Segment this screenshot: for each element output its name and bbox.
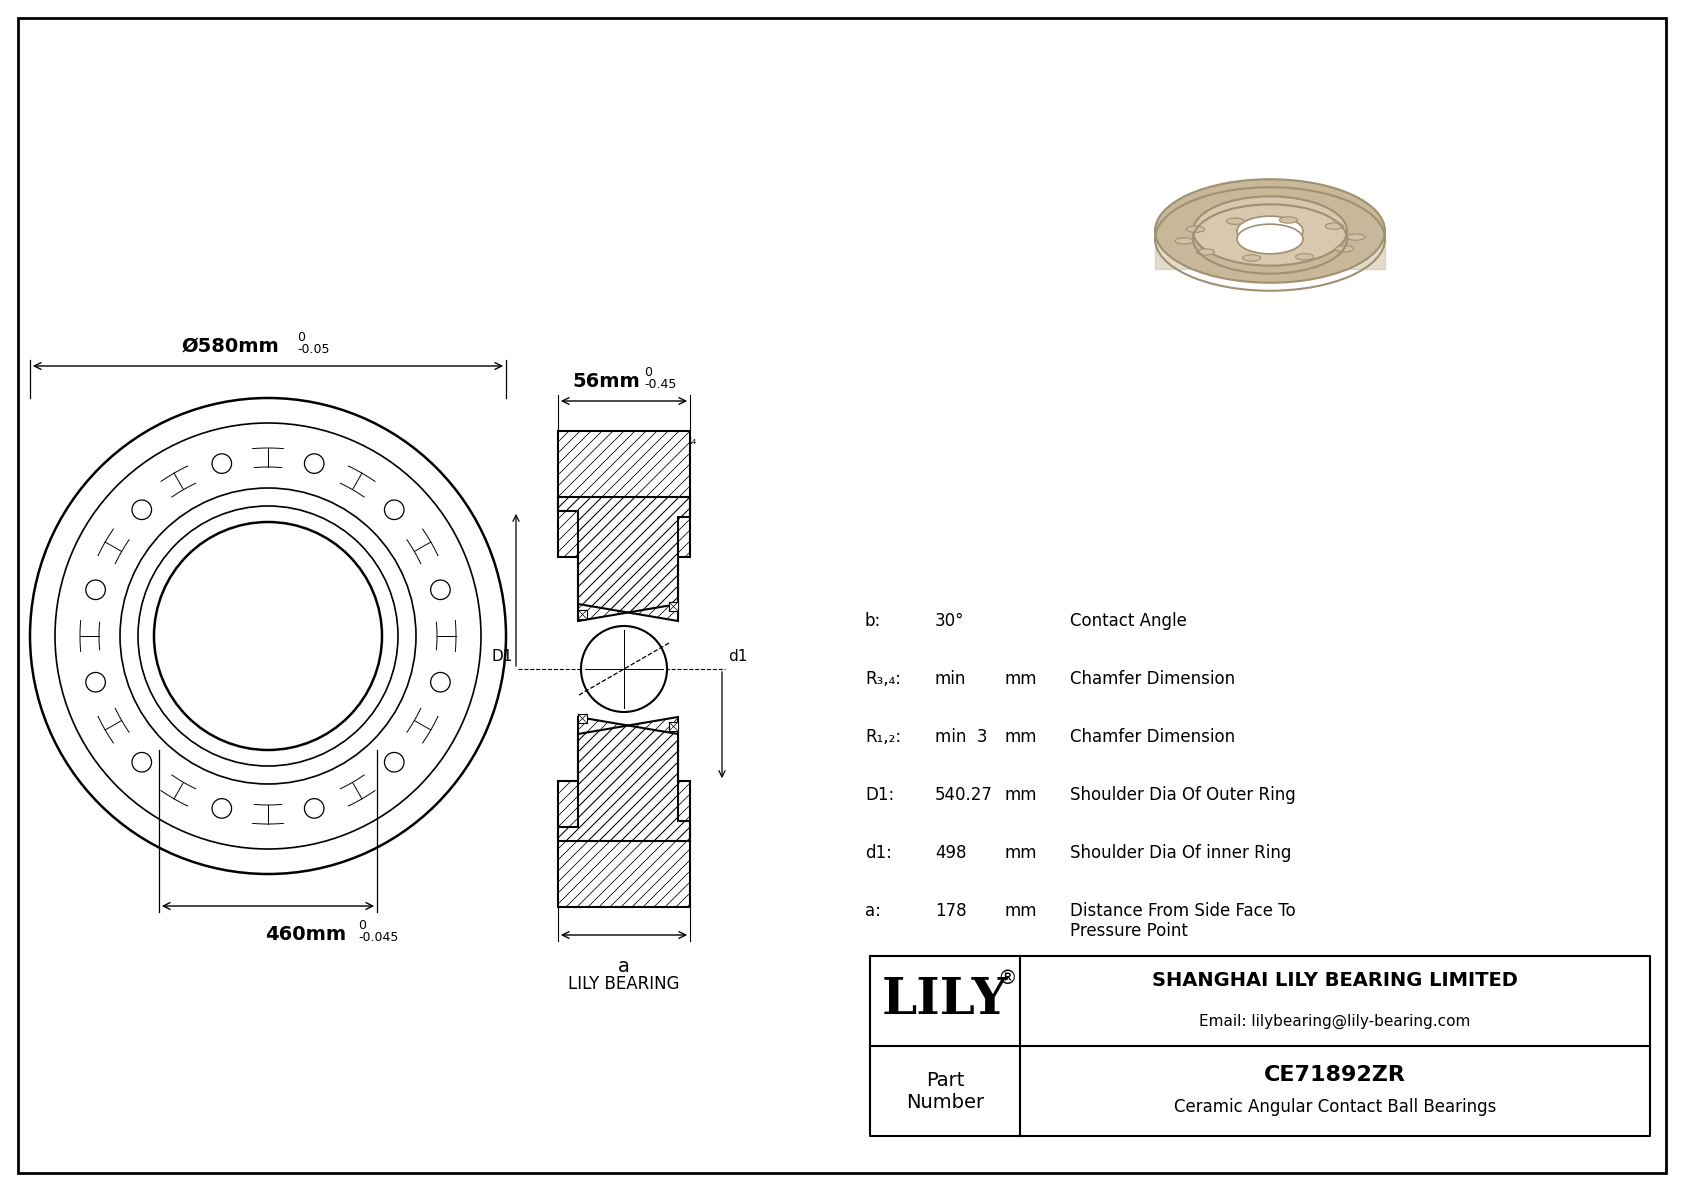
Polygon shape <box>557 717 690 908</box>
Ellipse shape <box>1192 197 1347 266</box>
Polygon shape <box>557 717 690 908</box>
Polygon shape <box>557 431 690 621</box>
Circle shape <box>581 626 667 712</box>
Ellipse shape <box>1325 223 1344 229</box>
Text: 0: 0 <box>359 919 365 933</box>
Text: Shoulder Dia Of Outer Ring: Shoulder Dia Of Outer Ring <box>1069 786 1295 804</box>
Text: R₁,₂:: R₁,₂: <box>866 728 901 746</box>
Text: 56mm: 56mm <box>573 372 640 391</box>
Text: Chamfer Dimension: Chamfer Dimension <box>1069 728 1234 746</box>
Text: min: min <box>935 671 967 688</box>
Ellipse shape <box>1175 238 1194 244</box>
Text: 498: 498 <box>935 844 967 862</box>
Text: 30°: 30° <box>935 612 965 630</box>
Ellipse shape <box>1347 233 1364 241</box>
Text: 540.27: 540.27 <box>935 786 994 804</box>
Text: mm: mm <box>1005 728 1037 746</box>
Text: 178: 178 <box>935 902 967 919</box>
Text: d1:: d1: <box>866 844 893 862</box>
Text: b: b <box>632 690 642 704</box>
Text: -0.05: -0.05 <box>296 343 330 356</box>
Ellipse shape <box>1243 255 1261 261</box>
Polygon shape <box>557 431 690 621</box>
Polygon shape <box>557 497 690 621</box>
Text: 0: 0 <box>296 331 305 344</box>
Text: mm: mm <box>1005 844 1037 862</box>
Ellipse shape <box>1155 180 1384 282</box>
Text: Pressure Point: Pressure Point <box>1069 922 1187 940</box>
Text: mm: mm <box>1005 671 1037 688</box>
Text: b:: b: <box>866 612 881 630</box>
Text: Ø580mm: Ø580mm <box>182 337 280 356</box>
Ellipse shape <box>1197 249 1214 255</box>
Text: mm: mm <box>1005 786 1037 804</box>
Text: ®: ® <box>997 969 1017 989</box>
Polygon shape <box>557 717 690 841</box>
Text: Part
Number: Part Number <box>906 1071 983 1111</box>
Ellipse shape <box>1226 218 1244 224</box>
Text: -0.45: -0.45 <box>643 378 677 391</box>
Polygon shape <box>557 497 690 621</box>
Text: R₄: R₄ <box>685 436 697 445</box>
Text: R₂: R₂ <box>675 542 689 551</box>
Text: min  3: min 3 <box>935 728 987 746</box>
Text: Ceramic Angular Contact Ball Bearings: Ceramic Angular Contact Ball Bearings <box>1174 1098 1495 1116</box>
Text: D1: D1 <box>492 649 514 665</box>
Text: -0.045: -0.045 <box>359 931 399 944</box>
Text: R₁: R₁ <box>561 436 573 445</box>
Ellipse shape <box>1238 216 1303 245</box>
Text: R₂: R₂ <box>579 436 593 445</box>
Text: R₂: R₂ <box>579 542 593 551</box>
Ellipse shape <box>1238 224 1303 254</box>
Text: a: a <box>618 958 630 975</box>
Ellipse shape <box>1280 217 1297 223</box>
Text: Email: lilybearing@lily-bearing.com: Email: lilybearing@lily-bearing.com <box>1199 1014 1470 1029</box>
Ellipse shape <box>1187 226 1204 232</box>
Text: LILY: LILY <box>882 977 1009 1025</box>
Text: R₁: R₁ <box>561 493 573 503</box>
Ellipse shape <box>1295 254 1314 260</box>
Ellipse shape <box>1335 245 1354 252</box>
Text: R₁: R₁ <box>675 481 689 491</box>
Text: 460mm: 460mm <box>266 925 347 944</box>
Text: R₂: R₂ <box>581 484 593 493</box>
Bar <box>578 610 588 619</box>
Text: CE71892ZR: CE71892ZR <box>1265 1065 1406 1085</box>
Text: LILY BEARING: LILY BEARING <box>568 975 680 993</box>
Bar <box>578 713 588 723</box>
Text: SHANGHAI LILY BEARING LIMITED: SHANGHAI LILY BEARING LIMITED <box>1152 972 1517 991</box>
Text: R₁: R₁ <box>660 481 672 491</box>
Text: R₃: R₃ <box>660 436 672 445</box>
Text: a:: a: <box>866 902 881 919</box>
Polygon shape <box>557 717 690 841</box>
Text: Shoulder Dia Of inner Ring: Shoulder Dia Of inner Ring <box>1069 844 1292 862</box>
Text: Contact Angle: Contact Angle <box>1069 612 1187 630</box>
Text: 0: 0 <box>643 366 652 379</box>
Bar <box>669 722 679 731</box>
Text: Chamfer Dimension: Chamfer Dimension <box>1069 671 1234 688</box>
Text: Distance From Side Face To: Distance From Side Face To <box>1069 902 1295 919</box>
Text: R₃,₄:: R₃,₄: <box>866 671 901 688</box>
Text: D1:: D1: <box>866 786 894 804</box>
Bar <box>669 601 679 611</box>
Text: mm: mm <box>1005 902 1037 919</box>
Text: d1: d1 <box>727 649 748 665</box>
